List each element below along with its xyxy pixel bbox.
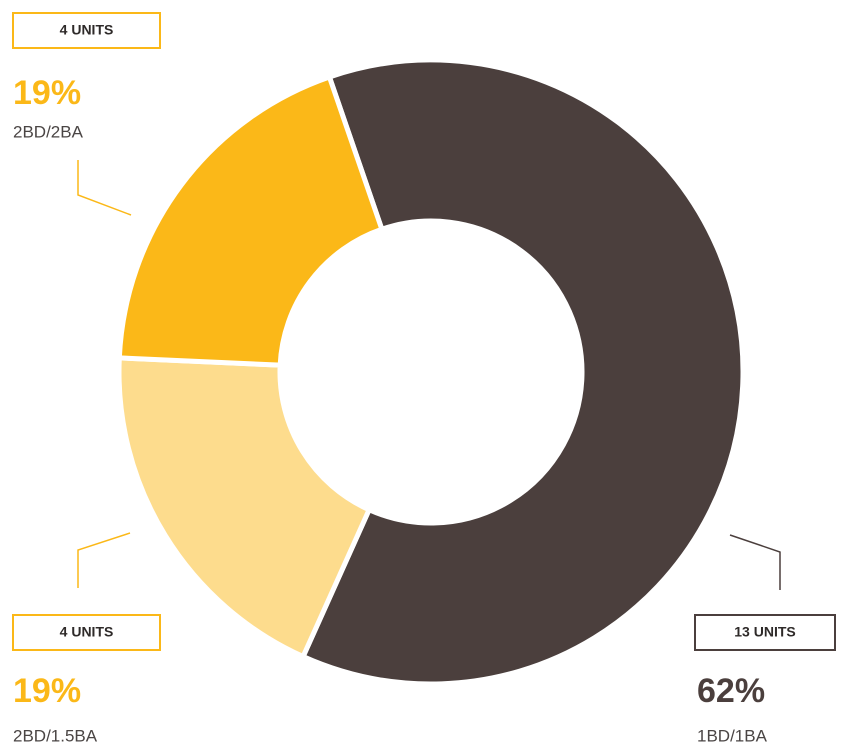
category-label: 2BD/2BA [13, 122, 84, 141]
unit-box [12, 12, 161, 49]
percent-label: 19% [13, 672, 81, 710]
category-label: 1BD/1BA [697, 726, 768, 745]
percent-label: 19% [13, 74, 81, 112]
donut-segment [116, 73, 386, 368]
unit-label: 4 UNITS [60, 22, 114, 38]
unit-box [694, 614, 836, 651]
leader-line [729, 534, 781, 590]
unit-box [12, 614, 161, 651]
category-label: 2BD/1.5BA [13, 726, 98, 745]
leader-line [77, 160, 132, 216]
leader-line [77, 532, 131, 588]
unit-label: 13 UNITS [734, 624, 795, 640]
unit-label: 4 UNITS [60, 624, 114, 640]
donut-segment [299, 57, 746, 687]
donut-segment [116, 355, 373, 660]
percent-label: 62% [697, 672, 765, 710]
